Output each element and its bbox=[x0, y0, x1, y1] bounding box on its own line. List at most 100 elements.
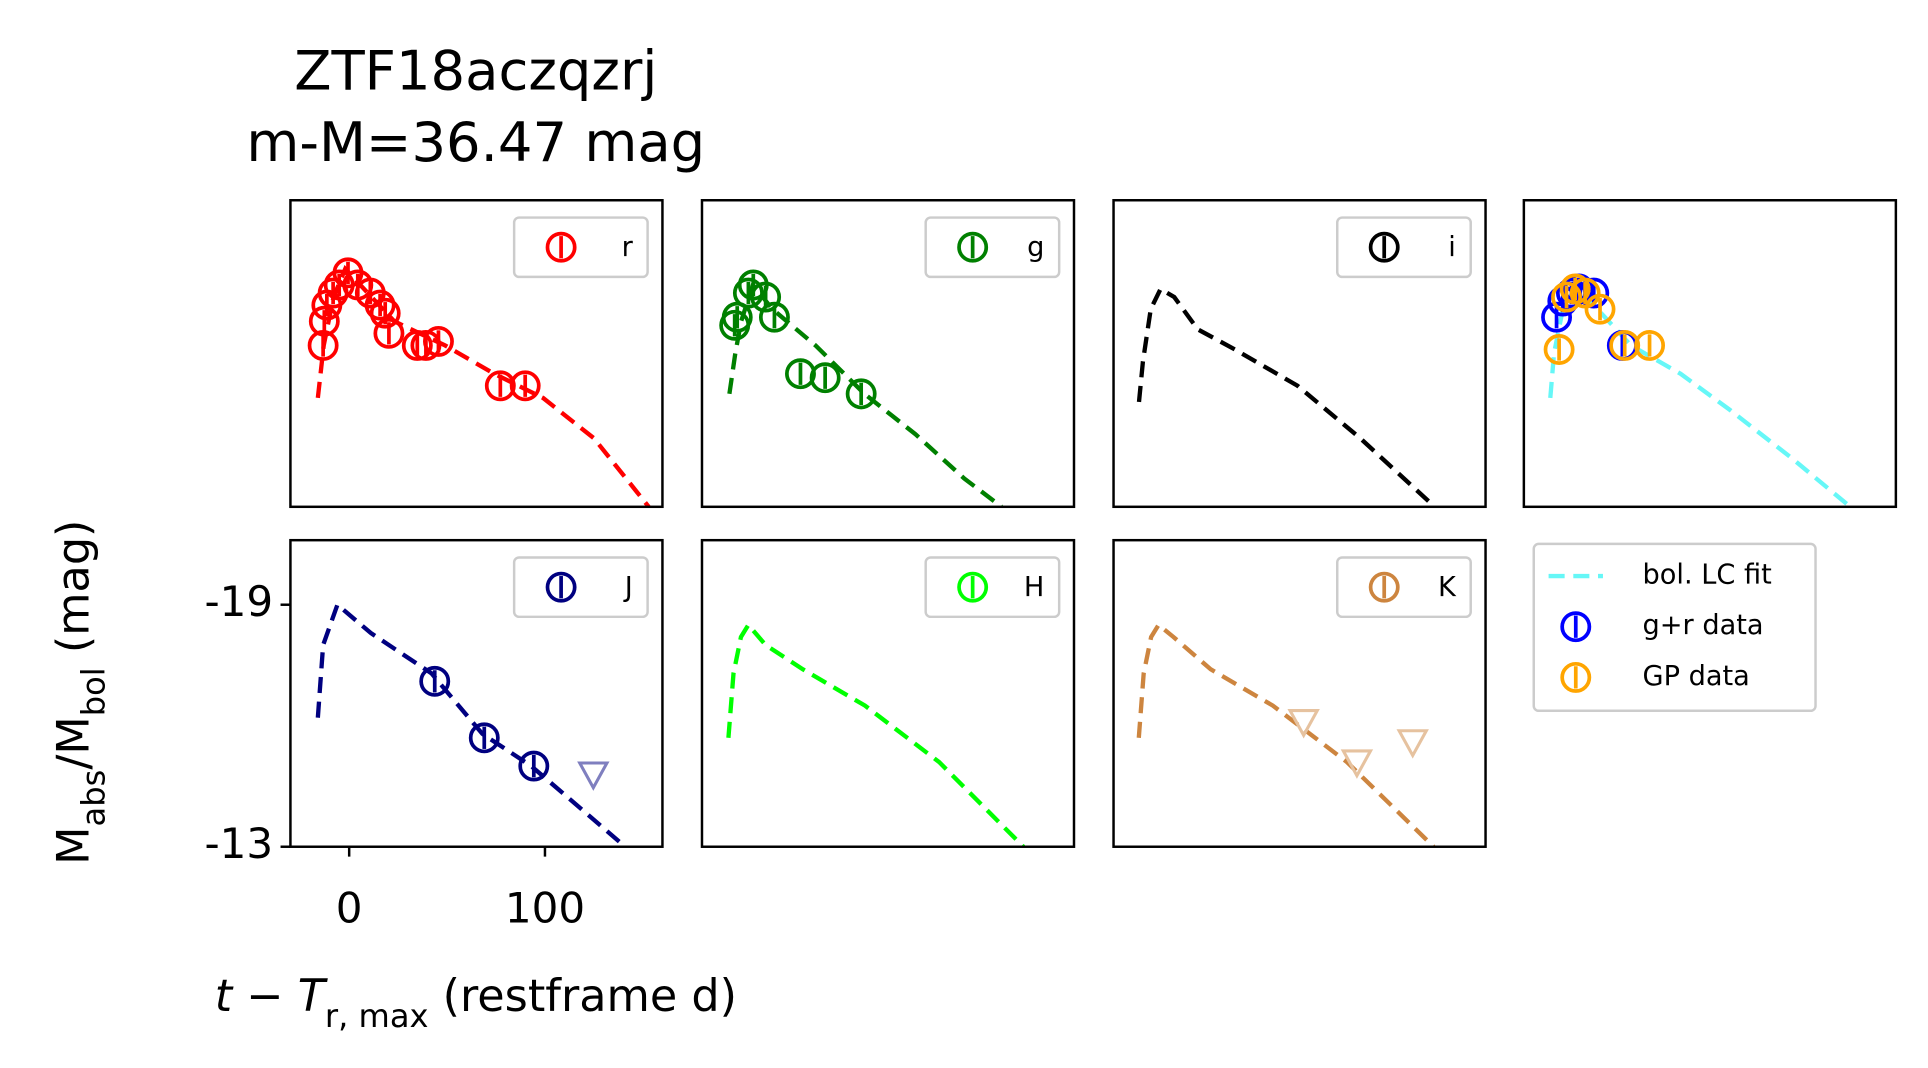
marker-circle bbox=[758, 301, 790, 333]
legend-label: GP data bbox=[1643, 661, 1750, 692]
y-axis-label: Mabs/Mbol (mag) bbox=[49, 520, 113, 865]
label-part: bol bbox=[75, 667, 113, 716]
data-point bbox=[364, 289, 396, 321]
label-part: (mag) bbox=[49, 520, 100, 668]
legend-label: g bbox=[1027, 232, 1044, 263]
y-tick-label: -19 bbox=[205, 577, 274, 626]
model-line bbox=[1136, 621, 1436, 847]
data-point bbox=[509, 370, 541, 402]
legend-box bbox=[1336, 216, 1472, 279]
panel-frame bbox=[1112, 199, 1487, 509]
marker-circle bbox=[545, 231, 577, 263]
legend-label: K bbox=[1438, 572, 1457, 603]
data-point bbox=[423, 325, 454, 357]
data-point bbox=[1609, 330, 1641, 361]
panel-frame bbox=[289, 538, 664, 848]
panel-frame bbox=[1112, 538, 1487, 848]
label-part: (restframe d) bbox=[429, 971, 737, 1022]
panel-plot bbox=[726, 621, 1026, 847]
marker-circle bbox=[809, 362, 841, 394]
data-point bbox=[1560, 661, 1592, 693]
marker-circle bbox=[1368, 571, 1400, 603]
legend-box bbox=[924, 556, 1061, 619]
legend-box bbox=[924, 216, 1061, 279]
data-point bbox=[545, 571, 577, 603]
upper-limit-marker bbox=[1396, 729, 1429, 759]
legend-label: g+r data bbox=[1643, 610, 1764, 641]
marker-circle bbox=[957, 571, 989, 603]
marker-circle bbox=[468, 722, 500, 754]
label-part: /M bbox=[49, 716, 100, 769]
marker-circle bbox=[750, 281, 782, 313]
marker-circle bbox=[1560, 611, 1592, 643]
data-point bbox=[518, 750, 550, 782]
marker-circle bbox=[1634, 330, 1666, 361]
label-part: abs bbox=[75, 770, 113, 827]
legend-box bbox=[1336, 556, 1472, 619]
data-point bbox=[1543, 334, 1575, 365]
marker-circle bbox=[1551, 281, 1582, 313]
x-tick-label: 0 bbox=[336, 884, 363, 933]
model-line bbox=[1136, 285, 1437, 507]
upper-limit-marker bbox=[1287, 709, 1320, 739]
legend-label: H bbox=[1024, 572, 1044, 603]
marker-circle bbox=[373, 317, 405, 349]
panel-frame bbox=[1522, 199, 1898, 509]
data-point bbox=[845, 378, 877, 410]
panel-frame bbox=[700, 538, 1076, 848]
data-point bbox=[1634, 330, 1666, 361]
marker-circle bbox=[1560, 661, 1592, 693]
panel-plot bbox=[315, 601, 627, 847]
legend-box bbox=[1532, 542, 1817, 712]
x-axis-label: t − Tr, max (restframe d) bbox=[215, 971, 737, 1035]
data-point bbox=[1368, 231, 1400, 263]
data-point bbox=[957, 571, 989, 603]
data-point bbox=[1560, 611, 1592, 643]
title-line: ZTF18aczqzrj bbox=[294, 39, 657, 102]
data-point bbox=[401, 330, 433, 361]
x-tick-label: 100 bbox=[505, 884, 585, 933]
marker-circle bbox=[1609, 330, 1641, 361]
data-point bbox=[545, 231, 577, 263]
data-point bbox=[957, 231, 989, 263]
panel-plot bbox=[719, 269, 1003, 507]
panel-plot bbox=[1136, 285, 1437, 507]
label-part: − bbox=[232, 971, 298, 1022]
legend-label: bol. LC fit bbox=[1643, 560, 1773, 591]
label-part: t bbox=[215, 971, 234, 1022]
legend-label: J bbox=[623, 572, 633, 603]
marker-circle bbox=[509, 370, 541, 402]
marker-circle bbox=[364, 289, 396, 321]
panel-plot bbox=[1541, 273, 1852, 507]
title-line: m-M=36.47 mag bbox=[246, 111, 705, 174]
marker-circle bbox=[1543, 334, 1575, 365]
panel-plot bbox=[307, 257, 651, 507]
label-part: M bbox=[49, 826, 100, 864]
marker-circle bbox=[957, 231, 989, 263]
marker-circle bbox=[518, 750, 550, 782]
data-point bbox=[308, 305, 340, 337]
data-point bbox=[809, 362, 841, 394]
marker-circle bbox=[369, 297, 401, 329]
data-point bbox=[750, 281, 782, 313]
data-point bbox=[1584, 293, 1616, 325]
marker-circle bbox=[545, 571, 577, 603]
legend-label: i bbox=[1448, 232, 1456, 263]
panel-frame bbox=[700, 199, 1076, 509]
panel-plot bbox=[1136, 621, 1436, 847]
upper-limit-marker bbox=[577, 761, 610, 791]
data-point bbox=[468, 722, 500, 754]
marker-circle bbox=[1368, 231, 1400, 263]
legend-box bbox=[512, 556, 649, 619]
data-point bbox=[419, 665, 451, 697]
marker-circle bbox=[845, 378, 877, 410]
panel-frame bbox=[289, 199, 664, 509]
legend-label: r bbox=[622, 232, 634, 263]
marker-circle bbox=[423, 325, 454, 357]
marker-circle bbox=[484, 370, 516, 402]
model-line bbox=[1548, 285, 1852, 507]
marker-circle bbox=[419, 665, 451, 697]
